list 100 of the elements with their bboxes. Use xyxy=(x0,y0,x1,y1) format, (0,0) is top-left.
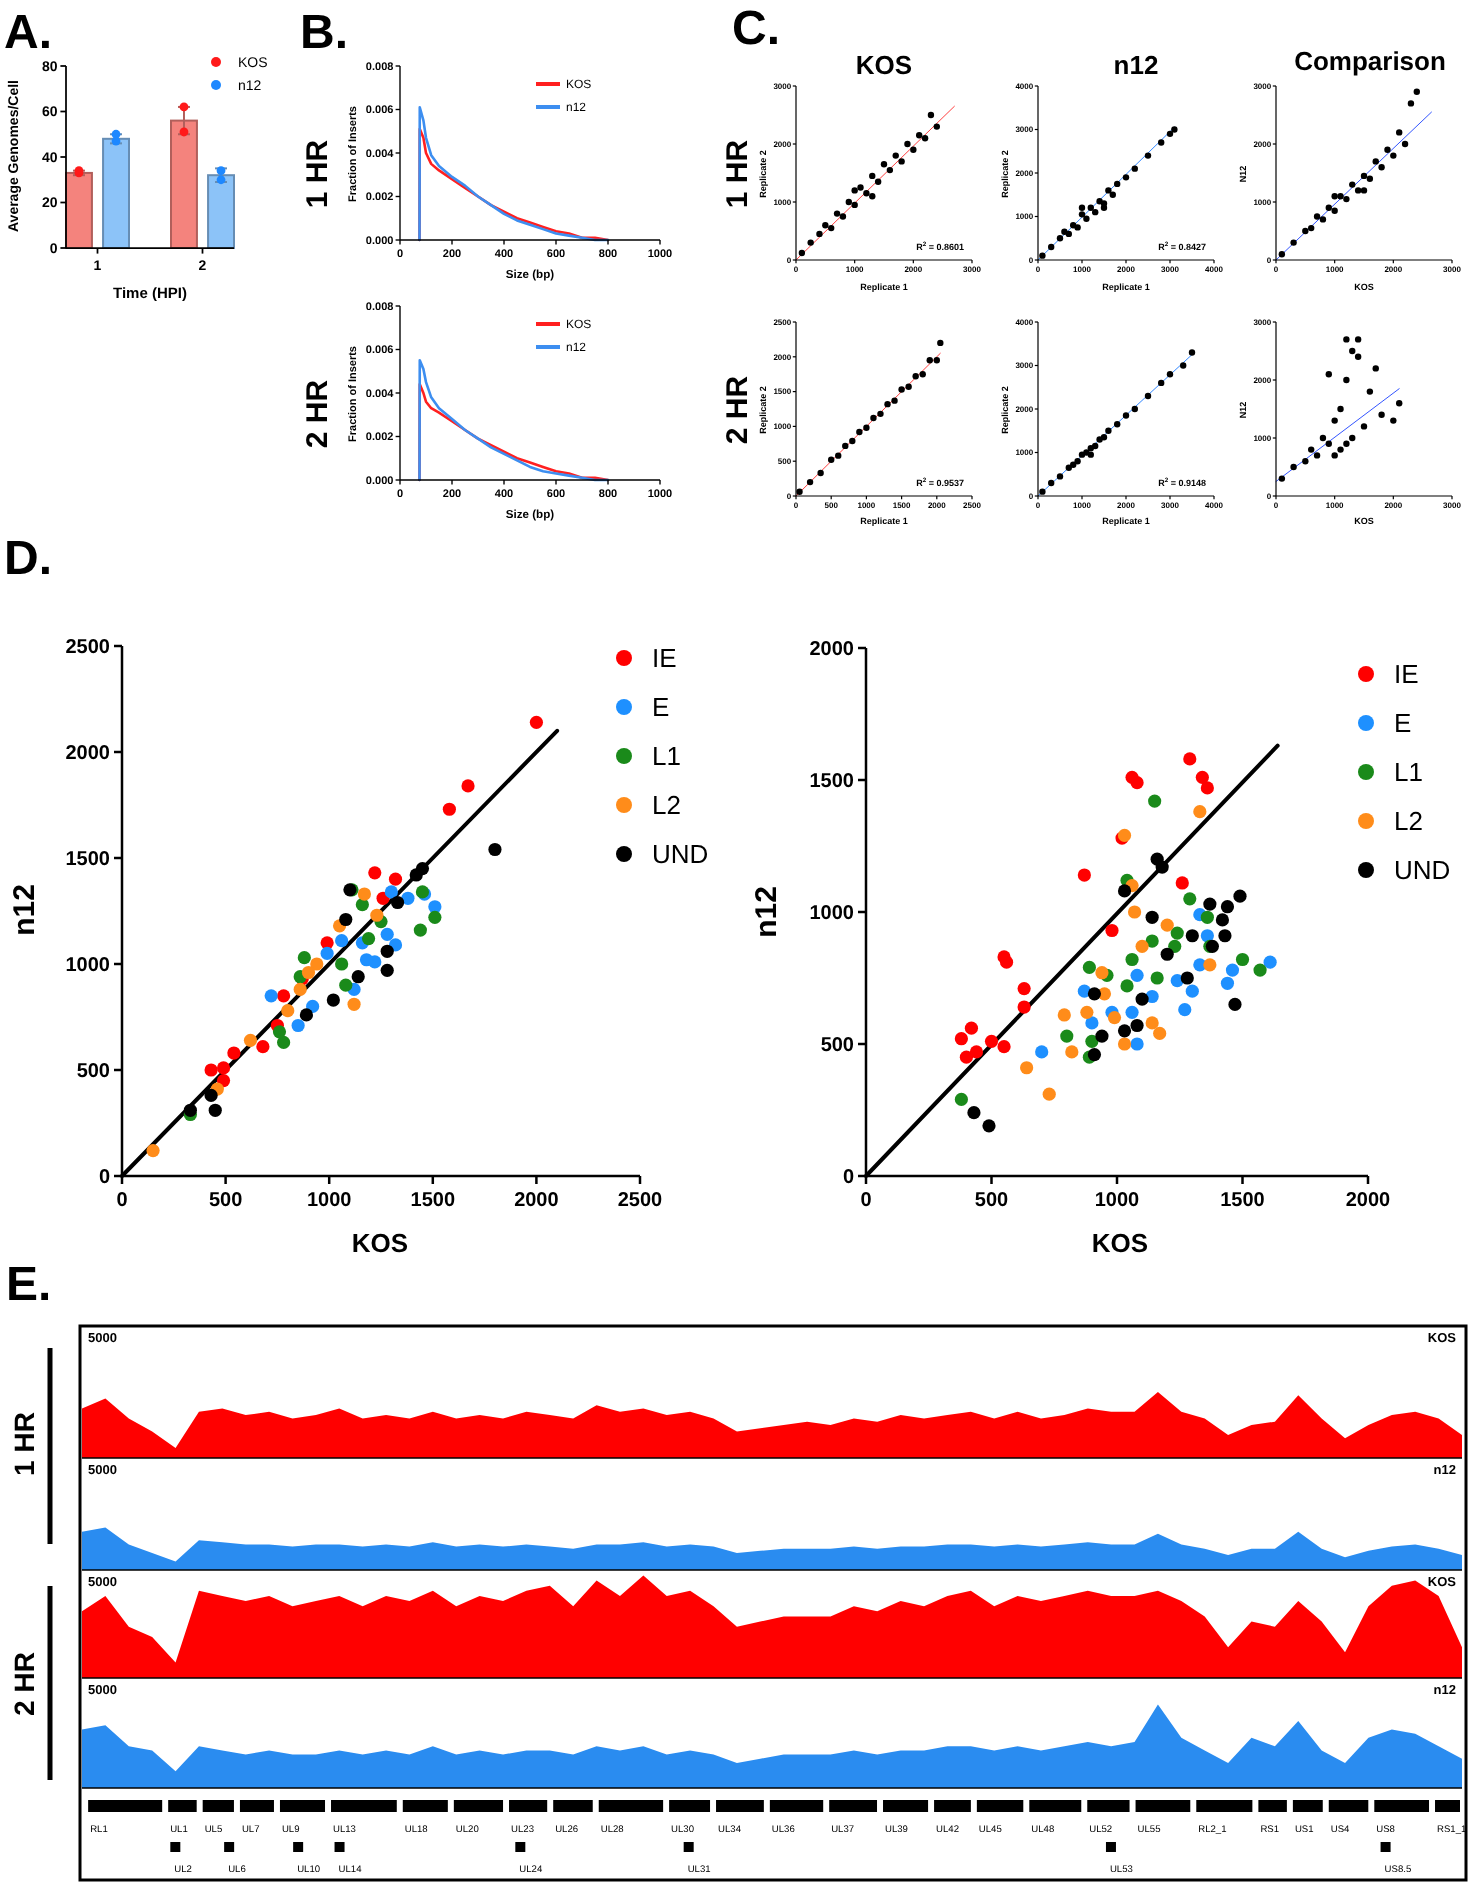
point xyxy=(921,135,929,142)
point xyxy=(1331,452,1338,459)
point xyxy=(1378,411,1385,418)
y-tick-label: 1500 xyxy=(809,771,855,793)
legend-label: UND xyxy=(1394,855,1451,886)
point xyxy=(1220,976,1235,990)
point xyxy=(1109,191,1116,198)
point xyxy=(1131,405,1138,413)
point xyxy=(869,193,876,200)
point xyxy=(1290,463,1297,471)
point xyxy=(1065,1045,1079,1059)
point xyxy=(326,993,340,1007)
point xyxy=(1125,1005,1139,1019)
point xyxy=(1092,208,1099,216)
point xyxy=(898,386,905,393)
point xyxy=(1160,918,1174,932)
y-tick-label: 2000 xyxy=(65,743,111,765)
text: D. xyxy=(4,532,52,586)
point xyxy=(320,946,334,960)
point xyxy=(1077,868,1091,882)
point xyxy=(1319,434,1327,442)
point xyxy=(1085,1016,1099,1030)
point xyxy=(863,424,870,431)
point xyxy=(183,1103,197,1117)
point xyxy=(1378,164,1385,171)
point xyxy=(997,1040,1011,1054)
point xyxy=(1337,193,1344,200)
point xyxy=(870,414,877,422)
text: 2 HR xyxy=(300,379,335,449)
point xyxy=(1153,1026,1167,1041)
legend-label: L1 xyxy=(652,741,681,772)
point xyxy=(1372,158,1379,165)
point xyxy=(204,1063,218,1077)
point xyxy=(898,158,905,165)
point xyxy=(1183,752,1197,766)
point xyxy=(442,802,456,816)
point xyxy=(1092,442,1099,450)
point xyxy=(355,898,369,912)
point xyxy=(208,1103,222,1117)
point xyxy=(880,161,888,168)
point xyxy=(1390,152,1397,159)
point xyxy=(856,428,863,436)
point xyxy=(216,1074,231,1088)
point xyxy=(1095,966,1109,980)
text: 2 HR xyxy=(720,375,755,445)
point xyxy=(1168,939,1182,953)
point xyxy=(892,152,899,159)
point xyxy=(937,339,944,347)
point xyxy=(384,885,398,899)
point xyxy=(839,213,847,220)
point xyxy=(1158,139,1165,146)
x-tick-label: 2000 xyxy=(1345,1190,1392,1212)
point xyxy=(1127,905,1142,919)
x-tick-label: 500 xyxy=(974,1190,1010,1212)
point xyxy=(933,357,940,364)
point xyxy=(1384,146,1391,153)
point xyxy=(1313,452,1321,459)
point xyxy=(361,931,376,946)
point xyxy=(1203,958,1217,972)
point xyxy=(1354,187,1362,194)
point xyxy=(927,111,935,119)
point xyxy=(204,1088,218,1103)
x-tick-label: 1500 xyxy=(410,1190,456,1212)
point xyxy=(1228,997,1242,1011)
point xyxy=(1225,963,1240,977)
x-axis-title: KOS xyxy=(1091,1228,1149,1258)
point xyxy=(964,1021,979,1035)
point xyxy=(1308,224,1315,232)
point xyxy=(1349,347,1356,355)
point xyxy=(1175,876,1189,890)
point xyxy=(1413,88,1420,95)
point xyxy=(1144,392,1152,400)
point xyxy=(1319,216,1327,223)
point xyxy=(310,957,324,971)
legend-label: IE xyxy=(1394,659,1420,690)
point xyxy=(1125,952,1139,967)
legend-label: L2 xyxy=(652,790,681,821)
x-tick-label: 1000 xyxy=(1094,1190,1141,1212)
point xyxy=(1233,889,1247,903)
point xyxy=(1343,440,1350,447)
point xyxy=(1302,227,1309,235)
point xyxy=(1354,336,1362,343)
point xyxy=(1130,1037,1144,1051)
text: 1 HR xyxy=(7,1412,40,1476)
point xyxy=(1313,213,1321,220)
point xyxy=(1130,776,1144,790)
point xyxy=(857,184,864,191)
point xyxy=(1078,211,1086,218)
point xyxy=(390,895,405,910)
point xyxy=(863,190,870,197)
point xyxy=(1039,252,1046,259)
point xyxy=(1042,1087,1056,1101)
point xyxy=(1078,204,1086,211)
point xyxy=(1166,371,1174,378)
x-tick-label: 0 xyxy=(860,1190,873,1212)
legend-label: L2 xyxy=(1394,806,1423,837)
point xyxy=(969,1045,984,1059)
text: 1 HR xyxy=(300,139,335,209)
point xyxy=(1135,992,1149,1006)
point xyxy=(1349,181,1356,188)
